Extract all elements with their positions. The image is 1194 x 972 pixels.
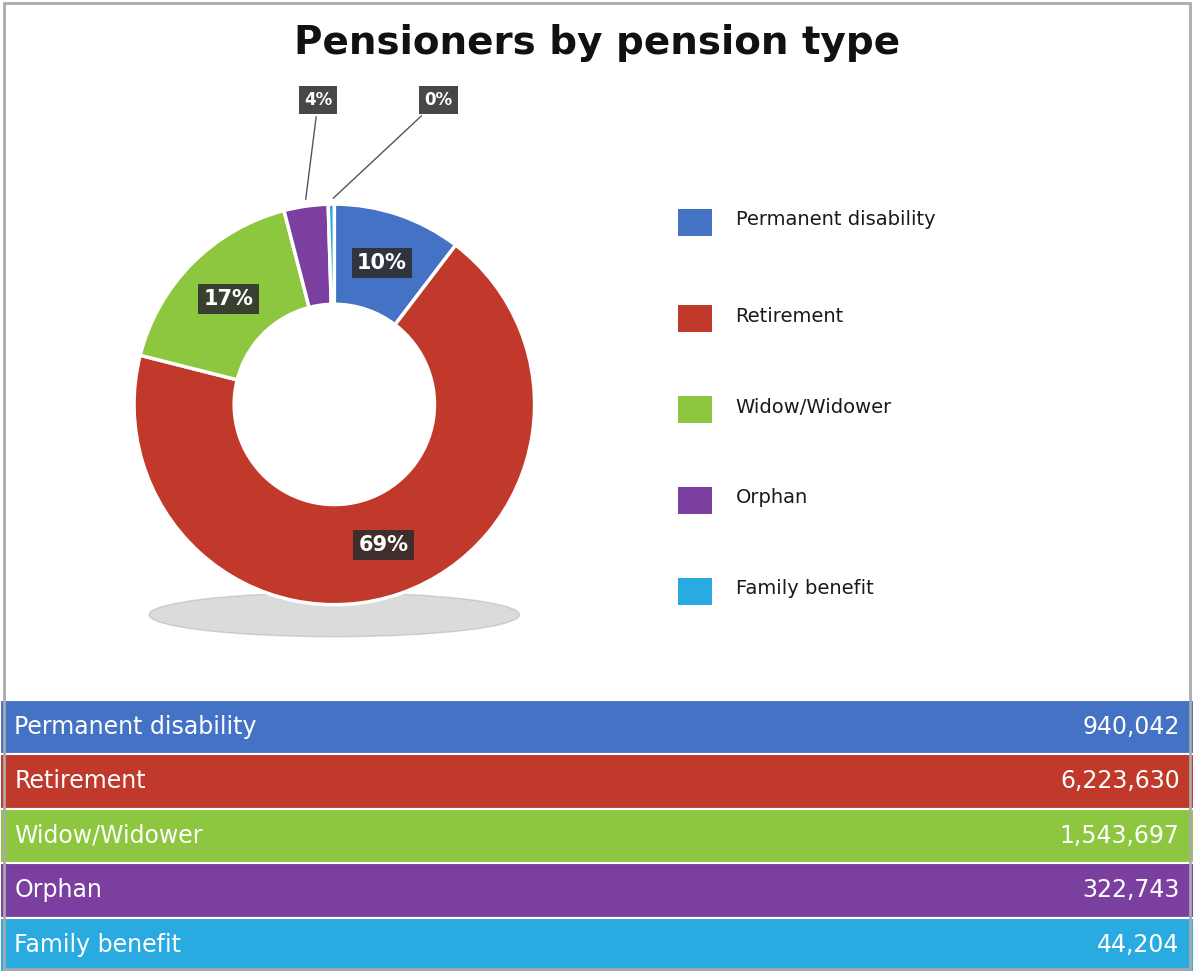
Text: Pensioners by pension type: Pensioners by pension type	[294, 24, 900, 62]
Text: Retirement: Retirement	[736, 306, 844, 326]
Bar	[678, 397, 712, 423]
Text: 69%: 69%	[358, 536, 408, 555]
Text: Orphan: Orphan	[736, 488, 808, 507]
Text: 10%: 10%	[357, 253, 407, 273]
Ellipse shape	[149, 593, 519, 637]
Text: Retirement: Retirement	[14, 770, 146, 793]
Wedge shape	[134, 245, 535, 605]
Bar	[678, 487, 712, 514]
Bar	[678, 578, 712, 605]
Text: Family benefit: Family benefit	[736, 579, 873, 599]
Text: 17%: 17%	[203, 290, 253, 309]
Bar	[678, 305, 712, 332]
Bar	[0, 809, 1194, 863]
Text: Widow/Widower: Widow/Widower	[736, 398, 892, 417]
Bar	[0, 918, 1194, 972]
Text: 322,743: 322,743	[1082, 879, 1180, 902]
Wedge shape	[334, 204, 456, 325]
Wedge shape	[284, 204, 331, 307]
Text: Widow/Widower: Widow/Widower	[14, 824, 203, 848]
Wedge shape	[140, 211, 309, 380]
Text: 1,543,697: 1,543,697	[1060, 824, 1180, 848]
Bar	[678, 209, 712, 236]
Text: 940,042: 940,042	[1082, 715, 1180, 739]
Bar	[0, 863, 1194, 918]
Text: Orphan: Orphan	[14, 879, 103, 902]
Text: 4%: 4%	[304, 91, 332, 199]
Bar	[0, 754, 1194, 809]
Text: Permanent disability: Permanent disability	[736, 210, 935, 229]
Text: 6,223,630: 6,223,630	[1060, 770, 1180, 793]
Text: 44,204: 44,204	[1097, 933, 1180, 956]
Bar	[0, 700, 1194, 754]
Text: Family benefit: Family benefit	[14, 933, 181, 956]
Text: 0%: 0%	[333, 91, 453, 198]
Wedge shape	[328, 204, 334, 304]
Text: Permanent disability: Permanent disability	[14, 715, 257, 739]
